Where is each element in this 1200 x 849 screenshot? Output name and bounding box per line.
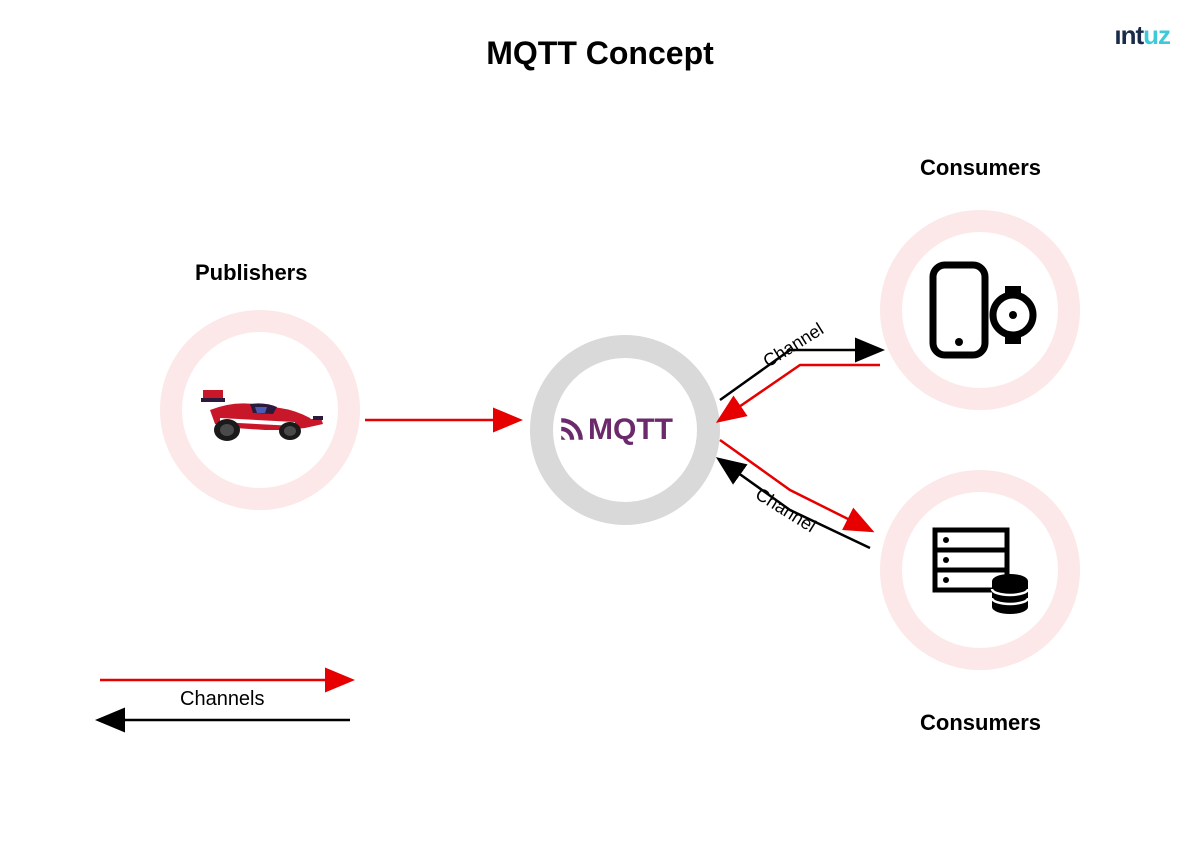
brand-logo: ıntuz <box>1114 20 1170 51</box>
channel-label-bottom: Channel <box>752 484 820 537</box>
publishers-label: Publishers <box>195 260 307 286</box>
mqtt-label: MQTT <box>558 413 673 447</box>
logo-part1: ınt <box>1114 20 1143 50</box>
consumer-top-node <box>880 210 1080 410</box>
server-icon <box>930 525 1035 620</box>
publisher-node <box>160 310 360 510</box>
devices-icon <box>925 260 1040 360</box>
signal-icon <box>558 417 584 443</box>
mqtt-text: MQTT <box>588 413 673 447</box>
consumers-top-label: Consumers <box>920 155 1041 181</box>
broker-node: MQTT <box>530 335 720 525</box>
consumer-bottom-node <box>880 470 1080 670</box>
racecar-icon <box>195 380 325 450</box>
legend-label: Channels <box>180 688 265 711</box>
logo-part2: uz <box>1143 20 1170 50</box>
page-title: MQTT Concept <box>0 35 1200 72</box>
arrow-top-red <box>720 365 880 420</box>
arrow-top-black <box>720 350 880 400</box>
channel-label-top: Channel <box>760 319 828 372</box>
consumers-bottom-label: Consumers <box>920 710 1041 736</box>
